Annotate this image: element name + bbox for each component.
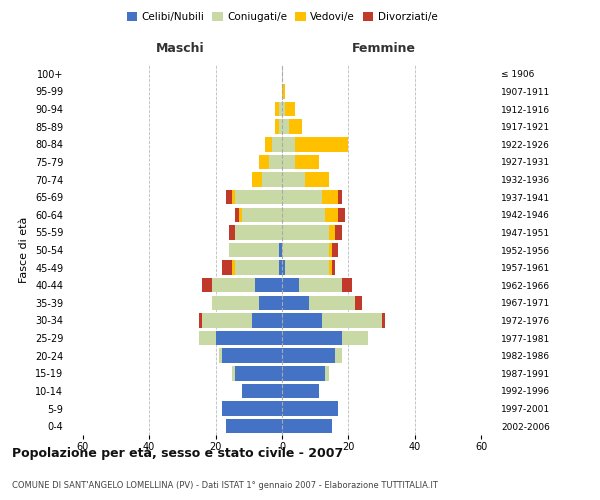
Bar xyxy=(232,190,235,204)
Bar xyxy=(242,208,282,222)
Bar xyxy=(242,384,282,398)
Bar xyxy=(269,154,282,169)
Bar xyxy=(332,243,338,257)
Bar xyxy=(235,225,282,240)
Bar xyxy=(235,208,239,222)
Bar xyxy=(332,260,335,275)
Bar xyxy=(342,331,368,345)
Bar xyxy=(282,366,325,380)
Bar xyxy=(282,243,329,257)
Bar xyxy=(252,314,282,328)
Bar xyxy=(282,208,325,222)
Bar xyxy=(282,419,332,434)
Bar xyxy=(282,278,299,292)
Bar xyxy=(259,154,269,169)
Bar xyxy=(199,331,215,345)
Text: Femmine: Femmine xyxy=(352,42,416,56)
Bar xyxy=(282,296,308,310)
Bar xyxy=(282,172,305,186)
Bar xyxy=(282,120,289,134)
Bar xyxy=(282,331,342,345)
Bar xyxy=(278,260,282,275)
Bar xyxy=(282,102,286,117)
Bar xyxy=(282,225,329,240)
Bar xyxy=(215,331,282,345)
Bar xyxy=(335,225,342,240)
Bar xyxy=(222,260,232,275)
Bar xyxy=(329,260,332,275)
Bar xyxy=(286,102,295,117)
Bar xyxy=(232,366,235,380)
Bar xyxy=(325,366,329,380)
Bar xyxy=(278,102,282,117)
Bar xyxy=(282,260,286,275)
Bar xyxy=(282,348,335,363)
Bar xyxy=(282,384,319,398)
Bar xyxy=(212,278,256,292)
Bar xyxy=(289,120,302,134)
Bar xyxy=(338,208,345,222)
Bar xyxy=(282,190,322,204)
Bar xyxy=(305,172,329,186)
Text: Maschi: Maschi xyxy=(155,42,205,56)
Bar xyxy=(308,296,355,310)
Y-axis label: Fasce di età: Fasce di età xyxy=(19,217,29,283)
Bar xyxy=(275,120,278,134)
Bar xyxy=(202,314,252,328)
Bar xyxy=(282,84,286,98)
Bar xyxy=(325,208,338,222)
Bar xyxy=(235,260,278,275)
Bar xyxy=(282,402,338,416)
Bar xyxy=(262,172,282,186)
Bar xyxy=(329,243,332,257)
Bar xyxy=(342,278,352,292)
Bar xyxy=(239,208,242,222)
Bar xyxy=(282,154,295,169)
Bar xyxy=(278,243,282,257)
Bar xyxy=(252,172,262,186)
Bar xyxy=(222,348,282,363)
Bar xyxy=(282,314,322,328)
Bar xyxy=(235,190,282,204)
Bar xyxy=(322,314,382,328)
Bar xyxy=(295,154,319,169)
Bar xyxy=(229,225,235,240)
Bar xyxy=(355,296,362,310)
Bar xyxy=(226,419,282,434)
Bar xyxy=(256,278,282,292)
Bar xyxy=(329,225,335,240)
Bar xyxy=(286,260,329,275)
Bar xyxy=(202,278,212,292)
Bar xyxy=(295,137,349,152)
Text: Popolazione per età, sesso e stato civile - 2007: Popolazione per età, sesso e stato civil… xyxy=(12,448,343,460)
Bar xyxy=(229,243,278,257)
Bar xyxy=(222,402,282,416)
Text: COMUNE DI SANT'ANGELO LOMELLINA (PV) - Dati ISTAT 1° gennaio 2007 - Elaborazione: COMUNE DI SANT'ANGELO LOMELLINA (PV) - D… xyxy=(12,480,438,490)
Bar xyxy=(235,366,282,380)
Bar xyxy=(232,260,235,275)
Bar xyxy=(265,137,272,152)
Bar xyxy=(335,348,342,363)
Bar xyxy=(322,190,338,204)
Bar xyxy=(259,296,282,310)
Bar xyxy=(199,314,202,328)
Bar xyxy=(299,278,342,292)
Bar xyxy=(382,314,385,328)
Bar xyxy=(219,348,222,363)
Bar xyxy=(338,190,342,204)
Legend: Celibi/Nubili, Coniugati/e, Vedovi/e, Divorziati/e: Celibi/Nubili, Coniugati/e, Vedovi/e, Di… xyxy=(122,8,442,26)
Bar xyxy=(272,137,282,152)
Bar xyxy=(282,137,295,152)
Bar xyxy=(226,190,232,204)
Bar xyxy=(212,296,259,310)
Bar xyxy=(275,102,278,117)
Bar xyxy=(278,120,282,134)
